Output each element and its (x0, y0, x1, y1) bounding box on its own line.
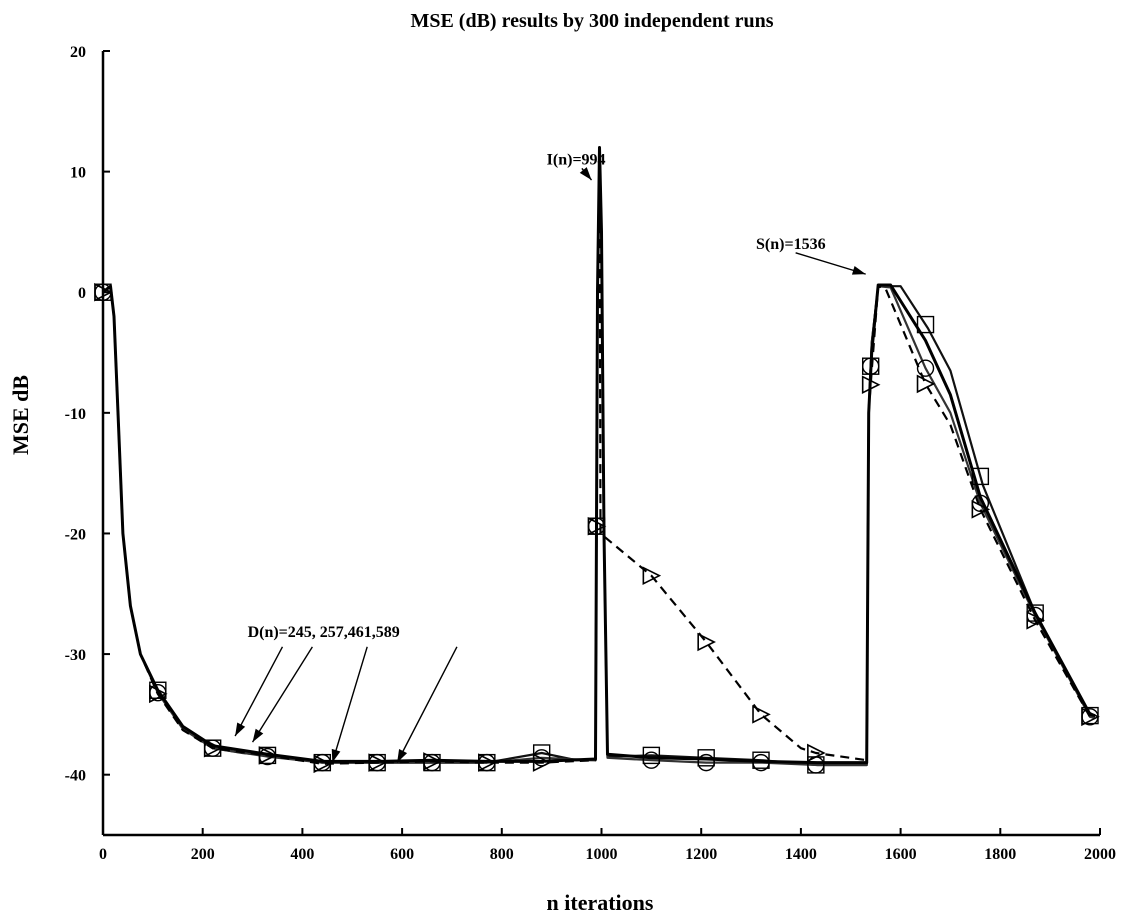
y-ticks: -40 -30 -20 -10 0 10 20 (65, 44, 110, 785)
series-layer (102, 146, 1096, 767)
marker-triangle (478, 753, 497, 772)
marker-triangle (752, 705, 771, 724)
x-axis-label: n iterations (547, 890, 654, 915)
marker-triangle (916, 374, 936, 394)
annotation-label: I(n)=994 (547, 151, 606, 168)
annotation-arrow (396, 646, 458, 763)
marker-triangle (94, 282, 113, 302)
annotation-arrow (331, 646, 368, 763)
marker-triangle (258, 746, 278, 765)
annotation-label: D(n)=245, 257,461,589 (248, 624, 400, 641)
y-tick-label: 0 (78, 285, 86, 302)
x-tick-label: 1000 (586, 846, 618, 863)
marker-layer (94, 282, 1100, 774)
marker-circle (861, 357, 880, 375)
x-tick-label: 1800 (984, 846, 1016, 863)
y-tick-label: 10 (70, 165, 86, 182)
y-tick-label: 20 (70, 44, 86, 61)
marker-triangle (971, 500, 991, 519)
y-tick-label: -40 (65, 768, 86, 785)
x-tick-label: 200 (191, 846, 215, 863)
x-tick-label: 800 (490, 846, 514, 863)
x-tick-label: 1600 (885, 846, 917, 863)
x-tick-label: 400 (290, 846, 314, 863)
y-axis-label: MSE dB (8, 375, 33, 455)
x-tick-label: 2000 (1084, 846, 1116, 863)
marker-triangle (368, 753, 387, 772)
marker-triangle (1081, 707, 1100, 727)
annotation-layer: I(n)=994 S(n)=1536 D(n)=245, 257,461,589 (234, 151, 866, 763)
y-tick-label: -30 (65, 647, 86, 664)
marker-triangle (861, 375, 881, 394)
marker-triangle (642, 566, 662, 585)
annotation-arrowhead (331, 748, 341, 763)
x-ticks: 0 200 400 600 800 1000 1200 1400 1600 1800 2000 (99, 828, 1116, 863)
marker-square (532, 744, 551, 762)
annotation-arrowhead (579, 167, 592, 181)
annotation-arrowhead (397, 749, 408, 763)
annotation-arrow (234, 646, 284, 737)
marker-circle (642, 751, 661, 769)
marker-square (697, 749, 715, 767)
marker-triangle (1026, 611, 1045, 630)
marker-circle (752, 753, 770, 772)
marker-square (642, 746, 661, 765)
x-tick-label: 0 (99, 846, 107, 863)
marker-triangle (149, 684, 168, 704)
x-tick-label: 1200 (685, 846, 717, 863)
marker-triangle (423, 752, 442, 771)
series-line-none (102, 146, 1096, 765)
y-tick-label: -10 (65, 406, 86, 423)
y-tick-label: -20 (65, 526, 86, 543)
marker-triangle (697, 632, 716, 652)
marker-triangle (807, 743, 826, 763)
marker-square (916, 315, 935, 334)
annotation-arrowhead (851, 266, 866, 275)
annotation-arrowhead (235, 722, 246, 737)
marker-square (971, 467, 990, 486)
marker-circle (697, 753, 715, 772)
marker-triangle (532, 753, 552, 772)
x-tick-label: 600 (390, 846, 414, 863)
annotation-arrowhead (252, 728, 264, 743)
marker-triangle (313, 754, 333, 774)
marker-triangle (587, 516, 607, 536)
chart-title: MSE (dB) results by 300 independent runs (410, 10, 773, 32)
marker-circle (916, 359, 935, 377)
annotation-arrow (251, 646, 313, 743)
annotation-label: S(n)=1536 (756, 236, 826, 253)
marker-triangle (203, 738, 223, 758)
x-tick-label: 1400 (785, 846, 817, 863)
